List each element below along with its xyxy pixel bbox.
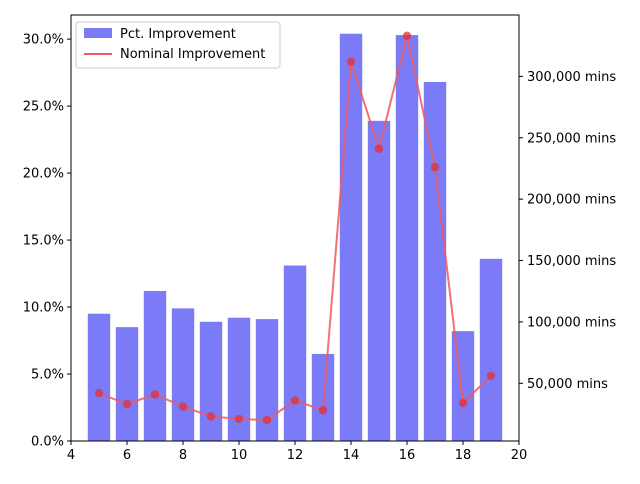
y-left-tick-label: 20.0% [23,167,64,182]
line-point [122,399,132,409]
line-point [234,414,244,424]
line-point [318,406,328,415]
y-right-tick-label: 100,000 mins [527,315,616,330]
line-point [262,415,272,425]
y-right-tick-label: 300,000 mins [527,70,616,85]
line-point [430,163,440,172]
y-left-tick-label: 25.0% [23,100,64,115]
bar [451,331,475,441]
y-right-tick-label: 50,000 mins [527,377,608,392]
x-tick-label: 14 [343,448,360,463]
axes-layer: 4 6 8 10 12 14 16 18 20 0.0% 5.0% 10.0% 15.0% 20.0% 25… [23,14,616,463]
line-point [178,402,188,411]
line-layer [94,31,496,425]
legend-box [75,21,281,69]
line-point [486,371,496,381]
line-point [402,31,412,41]
y-left-tick-label: 15.0% [23,234,64,249]
y-left-tick-label: 0.0% [31,435,64,450]
y-left-tick-label: 10.0% [23,301,64,316]
x-tick-label: 10 [231,448,248,463]
bar [339,33,363,441]
line-point [290,396,300,405]
line-point [346,57,356,66]
x-tick-label: 6 [123,448,131,463]
x-tick-label: 8 [179,448,187,463]
line-point [458,398,468,408]
bar [395,35,419,442]
x-tick-label: 12 [287,448,304,463]
bar [227,317,251,441]
bar [283,265,307,441]
line-point [206,412,216,421]
x-tick-label: 18 [455,448,472,463]
bar [367,120,391,441]
y-left-tick-label: 5.0% [31,368,64,383]
bar [479,258,503,441]
y-right-tick-label: 200,000 mins [527,193,616,208]
bar [255,319,279,441]
bar [143,290,167,441]
legend-bar-swatch [84,28,112,38]
y-right-tick-label: 150,000 mins [527,254,616,269]
bar [423,81,447,441]
bar [115,327,139,441]
x-tick-label: 4 [67,448,75,463]
y-left-tick-label: 30.0% [23,33,64,48]
bar [199,321,223,441]
y-right-tick-label: 250,000 mins [527,131,616,146]
bars-layer [87,33,503,442]
x-tick-label: 16 [399,448,416,463]
line-point [150,390,160,399]
legend: Pct. Improvement Nominal Improvement [75,21,281,69]
bar [87,313,111,441]
line-point [94,388,104,398]
bar [311,353,335,441]
bar [171,308,195,441]
line-point [374,144,384,154]
legend-label-bar: Pct. Improvement [120,27,236,42]
legend-label-line: Nominal Improvement [120,47,265,62]
x-tick-label: 20 [511,448,528,463]
